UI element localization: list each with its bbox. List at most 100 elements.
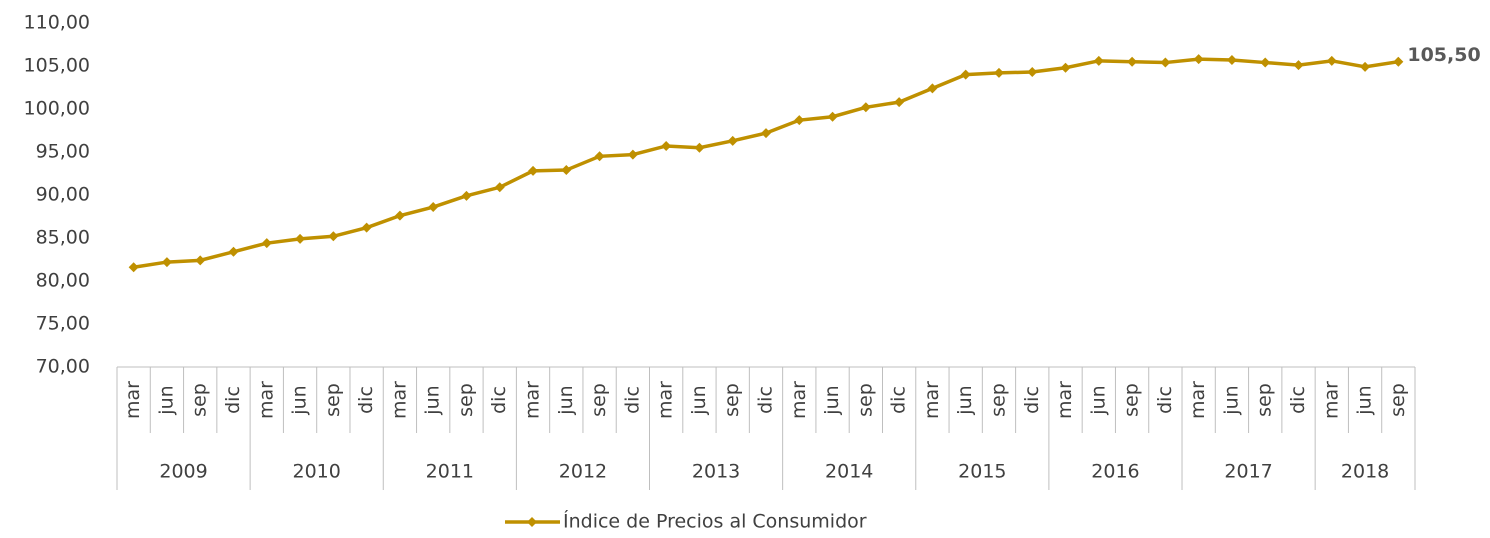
group-label: 2015	[958, 461, 1006, 483]
x-tick-label: mar	[1187, 381, 1209, 419]
x-tick-label: jun	[555, 385, 577, 415]
data-point	[1127, 56, 1138, 67]
x-tick-label: mar	[921, 381, 943, 419]
data-point	[594, 151, 605, 162]
y-tick-label: 90,00	[36, 184, 90, 206]
group-label: 2009	[159, 461, 207, 483]
data-point	[860, 102, 871, 113]
x-tick-label: jun	[422, 385, 444, 415]
x-tick-label: dic	[355, 386, 377, 414]
x-tick-label: sep	[721, 383, 743, 417]
x-tick-label: sep	[1121, 383, 1143, 417]
x-tick-label: dic	[488, 386, 510, 414]
y-tick-label: 105,00	[24, 55, 90, 77]
x-tick-label: jun	[1220, 385, 1242, 415]
x-tick-label: jun	[1354, 385, 1376, 415]
data-point	[494, 182, 505, 193]
x-tick-label: dic	[621, 386, 643, 414]
x-tick-label: jun	[954, 385, 976, 415]
x-tick-label: dic	[755, 386, 777, 414]
data-point	[661, 140, 672, 151]
x-tick-label: dic	[222, 386, 244, 414]
data-label: 105,50	[1407, 44, 1480, 66]
data-point	[794, 115, 805, 126]
data-point	[1193, 54, 1204, 65]
data-point	[1027, 67, 1038, 78]
data-point	[627, 149, 638, 160]
data-point	[394, 210, 405, 221]
data-point	[228, 246, 239, 257]
data-point	[993, 67, 1004, 78]
data-point	[761, 128, 771, 139]
data-point	[261, 238, 272, 249]
data-point	[727, 135, 738, 146]
data-point	[1326, 55, 1337, 66]
data-point	[960, 69, 971, 80]
y-tick-label: 75,00	[36, 313, 90, 335]
group-label: 2012	[559, 461, 607, 483]
data-point	[1293, 60, 1304, 71]
data-point	[561, 165, 572, 176]
x-tick-label: mar	[1054, 381, 1076, 419]
x-tick-label: sep	[987, 383, 1009, 417]
x-tick-label: dic	[888, 386, 910, 414]
x-tick-label: dic	[1154, 386, 1176, 414]
data-point	[328, 231, 339, 242]
x-tick-label: jun	[688, 385, 710, 415]
data-point	[1093, 55, 1104, 66]
y-tick-label: 110,00	[24, 12, 90, 34]
data-point	[428, 202, 439, 213]
x-tick-label: sep	[588, 383, 610, 417]
group-label: 2010	[293, 461, 341, 483]
x-tick-label: sep	[455, 383, 477, 417]
y-tick-label: 85,00	[36, 227, 90, 249]
data-point	[295, 233, 306, 244]
group-label: 2016	[1091, 461, 1139, 483]
x-tick-label: sep	[189, 383, 211, 417]
data-point	[528, 165, 539, 176]
group-label: 2014	[825, 461, 873, 483]
x-tick-label: jun	[289, 385, 311, 415]
group-label: 2018	[1341, 461, 1389, 483]
data-point	[195, 255, 206, 266]
group-label: 2013	[692, 461, 740, 483]
x-tick-label: sep	[854, 383, 876, 417]
x-tick-label: mar	[522, 381, 544, 419]
data-point	[1393, 56, 1404, 67]
data-point	[894, 97, 905, 108]
group-label: 2011	[426, 461, 474, 483]
series-line	[133, 57, 1399, 269]
data-point	[1060, 62, 1071, 73]
x-tick-label: jun	[821, 385, 843, 415]
x-tick-label: jun	[1087, 385, 1109, 415]
x-tick-label: dic	[1021, 386, 1043, 414]
data-point	[1360, 61, 1371, 72]
x-tick-label: dic	[1287, 386, 1309, 414]
data-point	[827, 111, 838, 122]
data-point	[361, 222, 372, 233]
data-point	[461, 190, 472, 201]
x-tick-label: jun	[155, 385, 177, 415]
legend-marker	[527, 517, 537, 527]
data-point	[694, 142, 705, 153]
x-tick-label: mar	[122, 381, 144, 419]
legend-label: Índice de Precios al Consumidor	[563, 510, 867, 533]
x-tick-label: mar	[1320, 381, 1342, 419]
data-point	[1160, 57, 1171, 68]
x-tick-label: mar	[388, 381, 410, 419]
data-point	[128, 262, 139, 273]
x-tick-label: sep	[322, 383, 344, 417]
data-point	[1226, 54, 1237, 65]
y-tick-label: 95,00	[36, 141, 90, 163]
x-tick-label: mar	[255, 381, 277, 419]
data-point	[927, 83, 938, 94]
y-tick-label: 70,00	[36, 356, 90, 378]
group-label: 2017	[1224, 461, 1272, 483]
x-tick-label: sep	[1254, 383, 1276, 417]
y-tick-label: 80,00	[36, 270, 90, 292]
x-tick-label: mar	[655, 381, 677, 419]
data-point	[161, 257, 172, 268]
data-point	[1260, 57, 1271, 68]
x-tick-label: mar	[788, 381, 810, 419]
